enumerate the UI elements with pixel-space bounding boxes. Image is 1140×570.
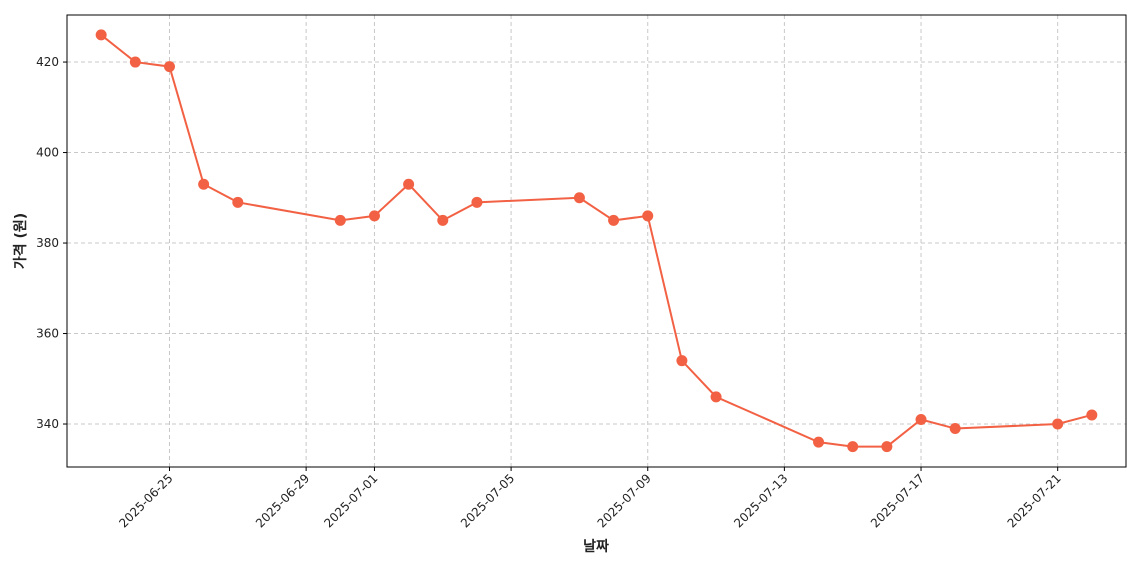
point <box>813 436 825 448</box>
x-tick-label: 2025-07-09 <box>595 471 654 530</box>
point <box>1086 409 1098 421</box>
point <box>129 56 141 68</box>
point <box>198 178 210 190</box>
point <box>95 29 107 41</box>
point <box>163 61 175 73</box>
x-axis-title: 날짜 <box>583 539 609 555</box>
point <box>710 391 722 403</box>
x-tick-label: 2025-06-29 <box>253 471 312 530</box>
point <box>847 441 859 453</box>
x-tick-label: 2025-07-05 <box>458 471 517 530</box>
point <box>437 214 449 226</box>
line <box>100 34 1093 448</box>
point <box>403 178 415 190</box>
point <box>1052 418 1064 430</box>
x-tick-label: 2025-07-17 <box>868 471 927 530</box>
point <box>573 192 585 204</box>
point <box>676 355 688 367</box>
x-tick-label: 2025-07-01 <box>321 471 380 530</box>
y-tick-label: 340 <box>36 417 59 431</box>
point <box>915 413 927 425</box>
point <box>642 210 654 222</box>
point <box>232 196 244 208</box>
y-tick-label: 400 <box>36 146 59 160</box>
y-tick-label: 420 <box>36 55 59 69</box>
point <box>881 441 893 453</box>
x-tick-label: 2025-07-21 <box>1005 471 1064 530</box>
point <box>368 210 380 222</box>
point <box>608 214 620 226</box>
plot-frame <box>66 14 1127 468</box>
point <box>949 423 961 435</box>
x-tick-label: 2025-06-25 <box>116 471 175 530</box>
y-axis-title: 가격 (원) <box>12 213 29 269</box>
y-tick-label: 360 <box>36 327 59 341</box>
y-tick-label: 380 <box>36 236 59 250</box>
point <box>334 214 346 226</box>
point <box>471 196 483 208</box>
x-tick-label: 2025-07-13 <box>731 471 790 530</box>
